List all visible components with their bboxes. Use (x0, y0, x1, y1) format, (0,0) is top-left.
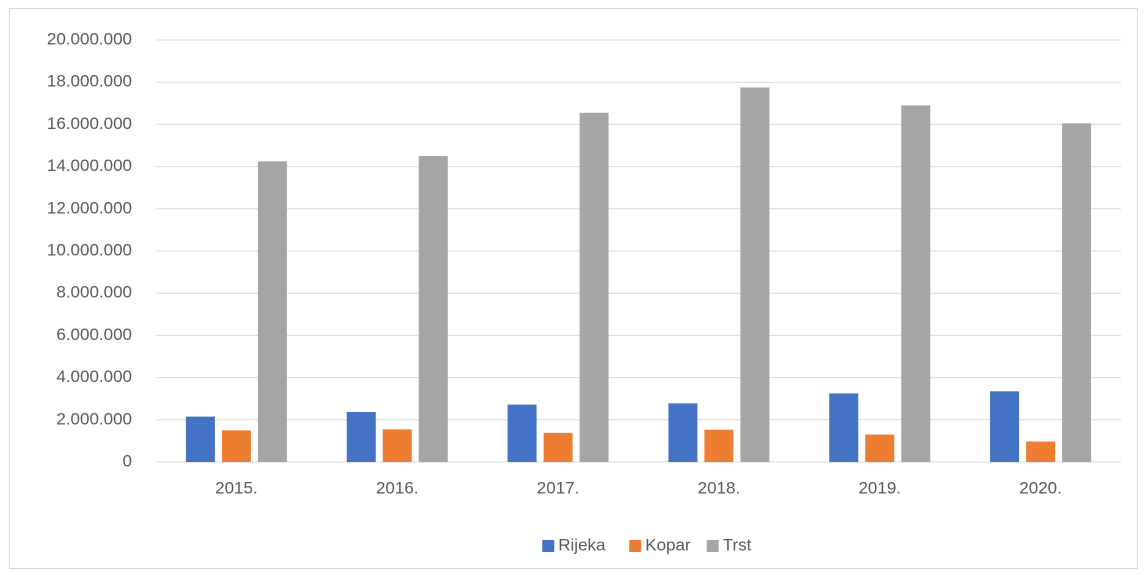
bar (1062, 123, 1092, 462)
x-tick-label: 2018. (698, 478, 741, 497)
x-tick-label: 2020. (1019, 478, 1062, 497)
bar (346, 411, 376, 462)
bar (901, 105, 931, 462)
legend-label: Kopar (645, 535, 691, 554)
legend-swatch (706, 540, 719, 552)
bar (418, 156, 448, 463)
y-tick-label: 2.000.000 (56, 409, 132, 428)
bar (579, 112, 609, 463)
x-tick-label: 2015. (215, 478, 258, 497)
bar (865, 434, 895, 462)
bar (829, 393, 859, 462)
bar (382, 429, 412, 462)
y-tick-label: 0 (123, 451, 132, 470)
y-tick-label: 4.000.000 (56, 367, 132, 386)
x-tick-label: 2019. (858, 478, 901, 497)
y-tick-label: 16.000.000 (47, 114, 132, 133)
bar (221, 430, 251, 462)
bar (740, 87, 770, 462)
y-tick-label: 8.000.000 (56, 283, 132, 302)
bar (990, 391, 1020, 462)
y-tick-label: 6.000.000 (56, 325, 132, 344)
bar (668, 403, 698, 462)
legend-label: Trst (723, 535, 752, 554)
y-tick-label: 10.000.000 (47, 240, 132, 259)
y-tick-label: 14.000.000 (47, 156, 132, 175)
bar (507, 404, 537, 462)
x-tick-label: 2017. (537, 478, 580, 497)
y-tick-label: 20.000.000 (47, 29, 132, 48)
bar (704, 429, 734, 462)
chart-frame (9, 8, 1138, 569)
legend-swatch (629, 540, 642, 552)
y-tick-label: 12.000.000 (47, 198, 132, 217)
bar (543, 432, 573, 462)
legend-label: Rijeka (558, 535, 606, 554)
bar (257, 161, 287, 462)
bar (185, 416, 215, 462)
bar (1026, 441, 1056, 462)
legend-swatch (542, 540, 555, 552)
x-tick-label: 2016. (376, 478, 419, 497)
y-tick-label: 18.000.000 (47, 72, 132, 91)
